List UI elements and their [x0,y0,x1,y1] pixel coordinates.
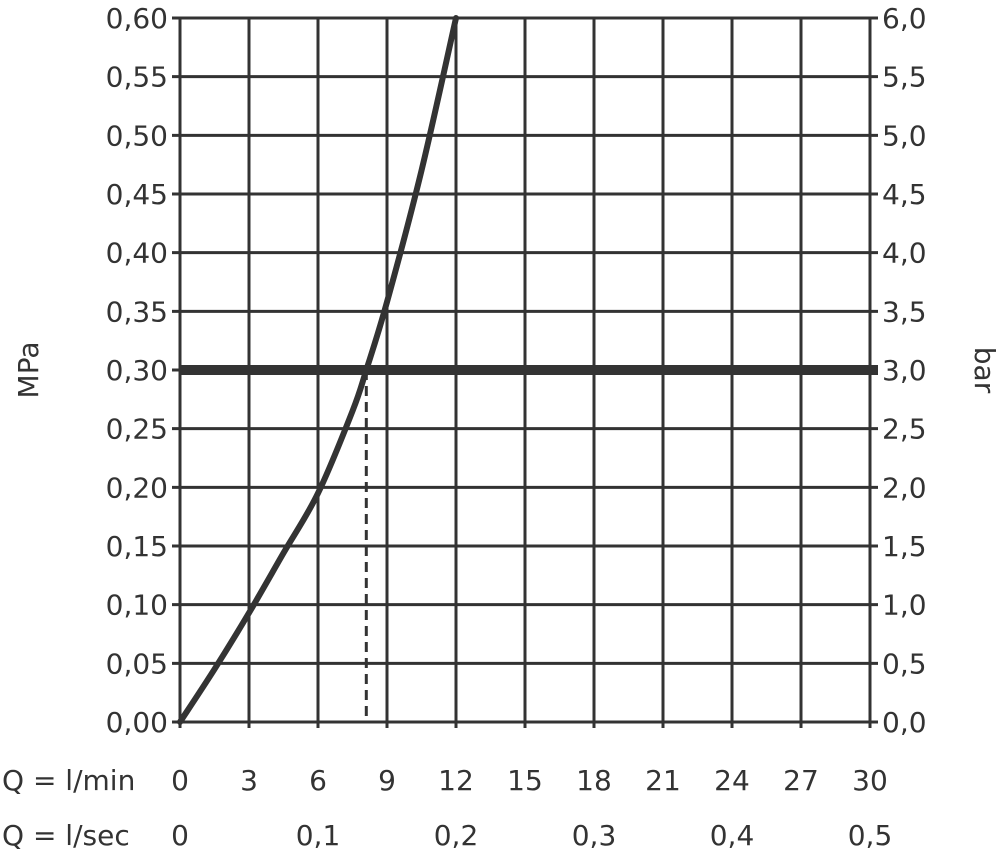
x-tick-label: 0 [171,764,189,797]
x-tick-label: 27 [783,764,819,797]
y-tick-label-left: 0,45 [106,178,168,211]
y-axis-label-right: bar [968,347,1000,394]
y-tick-label-left: 0,30 [106,354,168,387]
y-tick-label-right: 3,5 [882,295,927,328]
y-tick-label-left: 0,10 [106,589,168,622]
x-tick-label: 3 [240,764,258,797]
y-tick-label-right: 4,5 [882,178,927,211]
x-tick-label: 12 [438,764,474,797]
x-tick-label: 9 [378,764,396,797]
x-tick-label: 15 [507,764,543,797]
y-tick-label-right: 0,0 [882,706,927,739]
y-tick-label-left: 0,50 [106,119,168,152]
y-tick-label-left: 0,25 [106,413,168,446]
y-tick-label-left: 0,20 [106,471,168,504]
x2-tick-label: 0 [171,819,189,852]
y-tick-label-right: 5,0 [882,119,927,152]
y-tick-label-left: 0,55 [106,61,168,94]
y-tick-label-left: 0,60 [106,2,168,35]
y-tick-label-right: 6,0 [882,2,927,35]
x2-tick-label: 0,1 [296,819,341,852]
x-axis-label-lmin: Q = l/min [2,764,135,797]
y-tick-label-right: 1,0 [882,589,927,622]
x-tick-label: 6 [309,764,327,797]
x2-tick-label: 0,3 [572,819,617,852]
x-tick-label: 21 [645,764,681,797]
x2-tick-label: 0,5 [848,819,893,852]
x-tick-label: 18 [576,764,612,797]
x-tick-label: 24 [714,764,750,797]
y-tick-label-left: 0,05 [106,647,168,680]
x-axis-label-lsec: Q = l/sec [2,819,130,852]
y-tick-label-right: 4,0 [882,237,927,270]
x-tick-label: 30 [852,764,888,797]
y-axis-label-left: MPa [12,342,45,399]
y-tick-label-left: 0,00 [106,706,168,739]
y-tick-label-left: 0,35 [106,295,168,328]
x2-tick-label: 0,2 [434,819,479,852]
y-tick-label-right: 1,5 [882,530,927,563]
y-tick-label-right: 2,0 [882,471,927,504]
y-tick-label-right: 5,5 [882,61,927,94]
flow-curve [177,15,459,725]
x2-tick-label: 0,4 [710,819,755,852]
y-tick-label-right: 3,0 [882,354,927,387]
y-tick-label-right: 0,5 [882,647,927,680]
y-tick-label-right: 2,5 [882,413,927,446]
y-tick-label-left: 0,15 [106,530,168,563]
y-tick-label-left: 0,40 [106,237,168,270]
